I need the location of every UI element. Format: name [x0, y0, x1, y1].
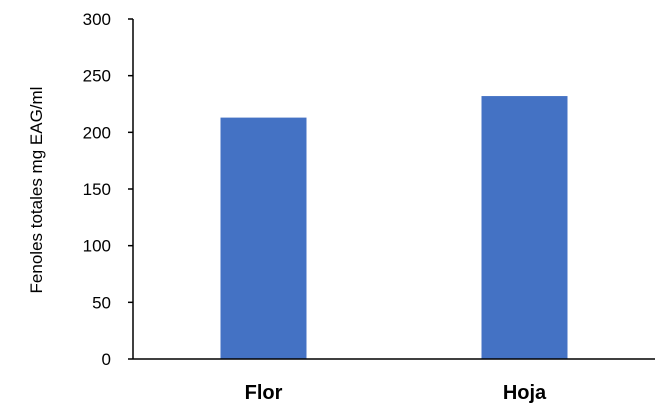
y-tick-label: 0 — [102, 350, 111, 369]
y-tick-label: 150 — [83, 180, 111, 199]
y-tick-label: 50 — [92, 293, 111, 312]
y-tick-label: 250 — [83, 67, 111, 86]
y-tick-labels: 0 50 100 150 200 250 300 — [83, 10, 133, 369]
x-category-labels: Flor Hoja — [245, 382, 547, 404]
bars-group — [220, 96, 568, 360]
bar-hoja — [481, 96, 568, 360]
y-tick-label: 200 — [83, 123, 111, 142]
x-category-label-flor: Flor — [245, 382, 283, 404]
x-category-label-hoja: Hoja — [503, 382, 547, 404]
y-axis-label: Fenoles totales mg EAG/ml — [27, 87, 46, 294]
bar-flor — [220, 117, 307, 359]
y-tick-label: 100 — [83, 237, 111, 256]
y-tick-label: 300 — [83, 10, 111, 29]
